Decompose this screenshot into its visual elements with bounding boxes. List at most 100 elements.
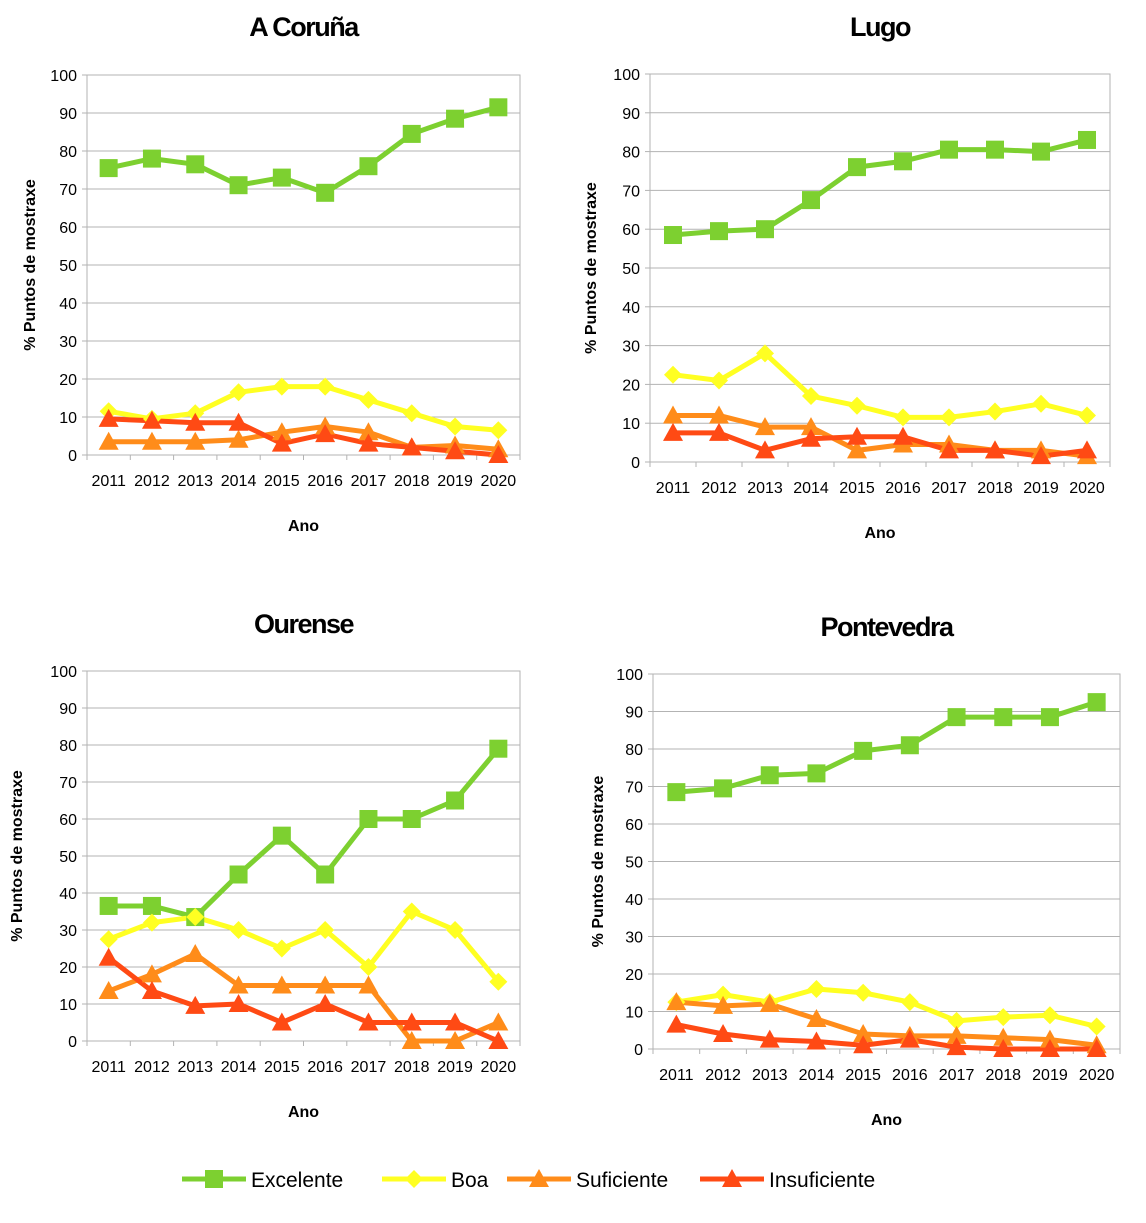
- y-tick-label: 20: [59, 960, 77, 977]
- y-tick-label: 70: [59, 182, 77, 199]
- data-point-excelente: [316, 183, 335, 202]
- x-axis-title: Ano: [871, 1112, 902, 1129]
- data-point-insuficiente: [939, 440, 959, 459]
- x-tick-label: 2012: [134, 473, 170, 490]
- y-tick-label: 10: [59, 997, 77, 1014]
- x-tick-label: 2019: [437, 1059, 473, 1076]
- x-tick-label: 2011: [656, 480, 691, 497]
- x-tick-label: 2019: [1023, 480, 1059, 497]
- data-point-boa: [359, 958, 378, 976]
- series-boa: [106, 384, 501, 433]
- data-point-insuficiente: [488, 1031, 509, 1049]
- data-point-insuficiente: [806, 1031, 827, 1050]
- legend-marker: [405, 1170, 423, 1188]
- y-tick-label: 60: [622, 222, 640, 239]
- data-point-excelente: [229, 176, 248, 195]
- data-point-insuficiente: [141, 981, 162, 1000]
- y-tick-label: 20: [622, 377, 640, 394]
- data-point-boa: [446, 921, 465, 939]
- chart-panel-a-coruna: A Coruña 0 10 20 30 40 50 60 70 80 90 100 2011 2012 20…: [22, 12, 521, 535]
- series-line-suficiente: [106, 424, 501, 452]
- y-tick-label: 50: [59, 849, 77, 866]
- series-line-insuficiente: [106, 416, 501, 458]
- series-line-excelente: [106, 104, 501, 196]
- legend-item-boa: Boa: [382, 1169, 489, 1192]
- data-point-boa: [489, 972, 508, 991]
- data-point-excelente: [316, 865, 335, 884]
- data-point-excelente: [667, 783, 686, 802]
- x-tick-label: 2017: [351, 473, 387, 490]
- data-point-boa: [802, 387, 820, 406]
- series-line-suficiente: [670, 412, 1090, 459]
- chart-panel-pontevedra: Pontevedra 0 10 20 30 40 50 60 70 80 90 100 2011 2012…: [590, 612, 1121, 1129]
- series-line-excelente: [670, 137, 1090, 238]
- data-point-excelente: [359, 157, 378, 176]
- data-point-insuficiente: [228, 412, 249, 431]
- y-tick-label: 90: [59, 106, 77, 123]
- y-tick-label: 40: [622, 300, 640, 317]
- data-point-excelente: [142, 896, 161, 915]
- data-point-excelente: [710, 222, 728, 241]
- data-point-insuficiente: [445, 1012, 466, 1031]
- chart-panel-ourense: Ourense 0 10 20 30 40 50 60 70 80 90 100 2011 2012 201…: [9, 609, 521, 1121]
- data-point-boa: [142, 913, 161, 932]
- y-tick-label: 70: [59, 775, 77, 792]
- markers-excelente: [99, 98, 508, 202]
- x-tick-label: 2020: [481, 473, 517, 490]
- series-insuficiente: [106, 416, 501, 458]
- data-point-insuficiente: [98, 408, 119, 427]
- data-point-insuficiente: [847, 426, 867, 445]
- data-point-suficiente: [713, 995, 734, 1014]
- series-suficiente: [106, 424, 501, 452]
- data-point-insuficiente: [713, 1024, 734, 1042]
- data-point-insuficiente: [315, 424, 336, 443]
- y-axis-title: % Puntos de mostraxe: [22, 179, 39, 351]
- data-point-suficiente: [185, 431, 206, 450]
- data-point-excelente: [99, 159, 118, 178]
- data-point-suficiente: [401, 1031, 422, 1049]
- data-point-insuficiente: [759, 1029, 780, 1048]
- data-point-suficiente: [993, 1027, 1014, 1046]
- data-point-excelente: [142, 149, 161, 168]
- data-point-suficiente: [488, 1012, 509, 1031]
- series-line-boa: [106, 384, 501, 433]
- x-tick-label: 2020: [481, 1059, 517, 1076]
- legend-marker: [205, 1170, 223, 1188]
- data-point-suficiente: [445, 1031, 466, 1049]
- data-point-suficiente: [755, 417, 775, 436]
- data-point-boa: [446, 417, 465, 436]
- series-line-excelente: [106, 746, 501, 920]
- data-point-insuficiente: [445, 441, 466, 460]
- data-point-insuficiente: [993, 1039, 1014, 1057]
- data-point-excelente: [900, 736, 919, 755]
- x-tick-label: 2015: [845, 1067, 881, 1084]
- y-tick-label: 100: [613, 67, 640, 84]
- markers-excelente: [667, 693, 1106, 802]
- x-axis-title: Ano: [288, 518, 319, 535]
- x-tick-label: 2012: [134, 1059, 170, 1076]
- data-point-suficiente: [271, 422, 292, 441]
- data-point-excelente: [402, 810, 421, 828]
- x-axis-title: Ano: [864, 525, 895, 542]
- data-point-excelente: [760, 766, 779, 785]
- series-line-insuficiente: [670, 430, 1090, 459]
- y-tick-label: 0: [631, 455, 640, 472]
- data-point-boa: [272, 377, 291, 396]
- data-point-boa: [807, 980, 826, 998]
- y-tick-label: 40: [59, 296, 77, 313]
- legend-marker: [722, 1169, 742, 1187]
- chart-title: Ourense: [254, 609, 355, 639]
- data-point-insuficiente: [315, 994, 336, 1012]
- x-tick-label: 2018: [394, 473, 430, 490]
- data-point-insuficiente: [853, 1035, 874, 1054]
- y-tick-label: 60: [625, 817, 643, 834]
- data-point-suficiente: [709, 405, 729, 424]
- data-point-excelente: [756, 220, 774, 239]
- y-tick-label: 0: [68, 1034, 77, 1051]
- data-point-excelente: [229, 865, 248, 884]
- x-tick-label: 2017: [931, 480, 967, 497]
- data-point-boa: [229, 383, 248, 402]
- y-tick-label: 0: [634, 1042, 643, 1059]
- x-tick-label: 2017: [939, 1067, 975, 1084]
